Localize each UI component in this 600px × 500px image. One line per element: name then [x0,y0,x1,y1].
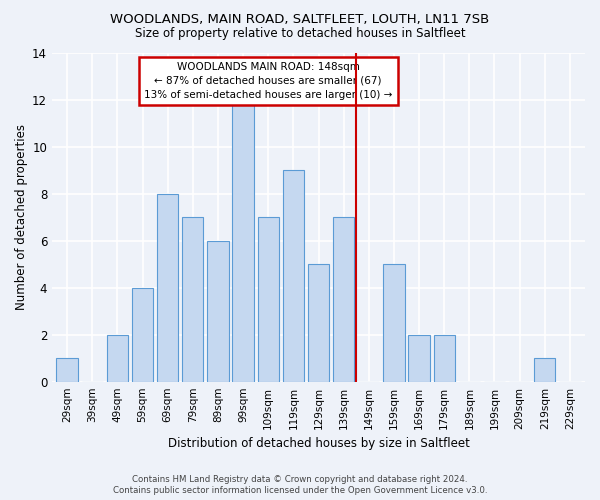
Bar [132,288,153,382]
Bar [333,217,355,382]
X-axis label: Distribution of detached houses by size in Saltfleet: Distribution of detached houses by size … [167,437,469,450]
Text: Contains HM Land Registry data © Crown copyright and database right 2024.: Contains HM Land Registry data © Crown c… [132,475,468,484]
Bar [383,264,404,382]
Bar [107,334,128,382]
Bar [182,217,203,382]
Bar [409,334,430,382]
Text: WOODLANDS, MAIN ROAD, SALTFLEET, LOUTH, LN11 7SB: WOODLANDS, MAIN ROAD, SALTFLEET, LOUTH, … [110,12,490,26]
Text: Size of property relative to detached houses in Saltfleet: Size of property relative to detached ho… [134,28,466,40]
Bar [257,217,279,382]
Bar [157,194,178,382]
Bar [534,358,556,382]
Bar [308,264,329,382]
Text: Contains public sector information licensed under the Open Government Licence v3: Contains public sector information licen… [113,486,487,495]
Bar [283,170,304,382]
Bar [207,240,229,382]
Text: WOODLANDS MAIN ROAD: 148sqm
← 87% of detached houses are smaller (67)
13% of sem: WOODLANDS MAIN ROAD: 148sqm ← 87% of det… [144,62,392,100]
Y-axis label: Number of detached properties: Number of detached properties [15,124,28,310]
Bar [232,100,254,382]
Bar [56,358,78,382]
Bar [434,334,455,382]
